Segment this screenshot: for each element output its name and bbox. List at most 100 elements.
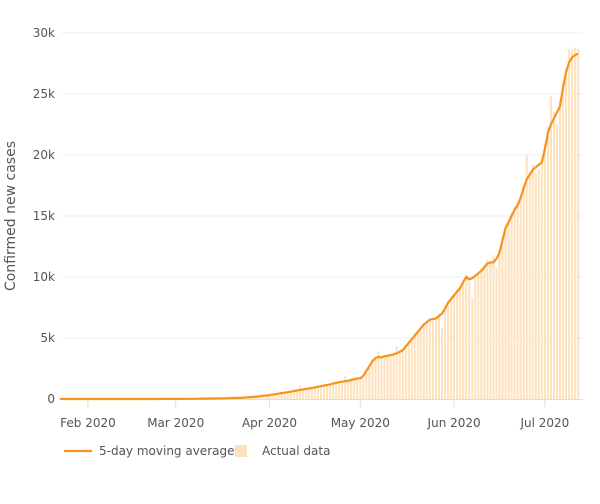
actual-data-bar (314, 388, 316, 399)
moving-average-line (61, 54, 579, 399)
actual-data-bar (559, 100, 561, 399)
y-tick-label: 15k (33, 209, 55, 223)
actual-data-bar (435, 317, 437, 399)
actual-data-bar (347, 380, 349, 399)
actual-data-bar (353, 379, 355, 399)
actual-data-bar (308, 389, 310, 399)
actual-data-bar (520, 194, 522, 399)
actual-data-bar (529, 172, 531, 399)
actual-data-bar (511, 212, 513, 399)
actual-data-bar (477, 272, 479, 399)
actual-data-bar (371, 360, 373, 399)
y-tick-label: 10k (33, 270, 55, 284)
actual-data-bar (408, 340, 410, 399)
actual-data-bar (471, 298, 473, 399)
actual-data-bar (474, 275, 476, 399)
actual-data-bar (441, 328, 443, 399)
actual-data-bar (538, 170, 540, 399)
actual-data-bar (523, 186, 525, 400)
x-tick-label: Feb 2020 (60, 416, 116, 430)
actual-data-bar (574, 48, 576, 399)
actual-data-bar (356, 379, 358, 399)
actual-data-bar (562, 82, 564, 399)
x-axis: Feb 2020 Mar 2020 Apr 2020 May 2020 Jun 2020… (60, 400, 583, 431)
actual-data-bar (577, 49, 579, 399)
legend-bar-swatch (235, 445, 247, 457)
actual-data-bar (532, 165, 534, 399)
actual-data-bar (514, 206, 516, 399)
actual-data-bar (390, 354, 392, 399)
actual-data-bar (526, 155, 528, 399)
actual-data-bar (447, 301, 449, 399)
x-tick-label: May 2020 (331, 416, 390, 430)
actual-data-bar (432, 320, 434, 399)
y-axis-label: Confirmed new cases (3, 141, 19, 291)
actual-data-bar (508, 220, 510, 399)
actual-data-bar (374, 358, 376, 399)
actual-data-bar (556, 125, 558, 400)
actual-data-bar (393, 355, 395, 399)
actual-data-bar (405, 345, 407, 399)
actual-data-bar (317, 386, 319, 399)
actual-data-bar (384, 355, 386, 399)
actual-data-bar (544, 143, 546, 399)
actual-data-bar (517, 203, 519, 399)
actual-data-bar (444, 306, 446, 399)
actual-data-bar (480, 268, 482, 399)
actual-data-bar (338, 382, 340, 399)
y-tick-label: 20k (33, 148, 55, 162)
x-tick-label: Mar 2020 (147, 416, 204, 430)
actual-data-bar (492, 255, 494, 399)
actual-data-bar (426, 321, 428, 399)
x-tick-label: Apr 2020 (242, 416, 297, 430)
actual-data-bar (438, 314, 440, 399)
actual-data-bar (399, 353, 401, 399)
y-tick-label: 25k (33, 87, 55, 101)
actual-data-bar (341, 381, 343, 399)
actual-data-bar (571, 49, 573, 399)
x-tick-label: Jul 2020 (519, 416, 569, 430)
actual-data-bar (468, 282, 470, 399)
legend-bar-label: Actual data (262, 444, 330, 458)
actual-data-bar (335, 383, 337, 399)
actual-data-bar (502, 237, 504, 399)
actual-data-bar (553, 112, 555, 399)
actual-data-bar (344, 376, 346, 399)
actual-data-bar (486, 260, 488, 399)
actual-data-bar (547, 127, 549, 399)
actual-data-bar (456, 289, 458, 399)
actual-data-bar (362, 376, 364, 399)
actual-data-bar (423, 323, 425, 399)
y-axis-ticks: 0 5k 10k 15k 20k 25k 30k (33, 26, 55, 406)
actual-data-bar (377, 351, 379, 399)
legend: 5-day moving average Actual data (64, 444, 330, 458)
actual-data-bar (541, 161, 543, 399)
actual-data-bar (550, 96, 552, 399)
y-tick-label: 30k (33, 26, 55, 40)
y-tick-label: 5k (40, 331, 55, 345)
actual-data-bar (411, 339, 413, 399)
legend-line-label: 5-day moving average (99, 444, 234, 458)
actual-data-bar (326, 385, 328, 399)
actual-data-bar (483, 265, 485, 399)
actual-data-bar (450, 298, 452, 399)
actual-data-bar (311, 388, 313, 399)
actual-data-bar (417, 332, 419, 399)
actual-data-bar (387, 356, 389, 399)
actual-data-bar (380, 359, 382, 399)
x-tick-label: Jun 2020 (427, 416, 481, 430)
actual-data-bar (495, 267, 497, 399)
actual-data-bar (368, 365, 370, 399)
actual-data-bar (565, 70, 567, 399)
y-tick-label: 0 (47, 392, 55, 406)
actual-data-bar (323, 385, 325, 399)
actual-data-bar (465, 275, 467, 399)
actual-data-bar (498, 250, 500, 399)
actual-data-bar (359, 378, 361, 399)
actual-data-bar (299, 386, 301, 399)
actual-data-bar (414, 333, 416, 399)
actual-data-bar (420, 327, 422, 399)
actual-data-bar (459, 286, 461, 399)
actual-data-bar (402, 349, 404, 399)
